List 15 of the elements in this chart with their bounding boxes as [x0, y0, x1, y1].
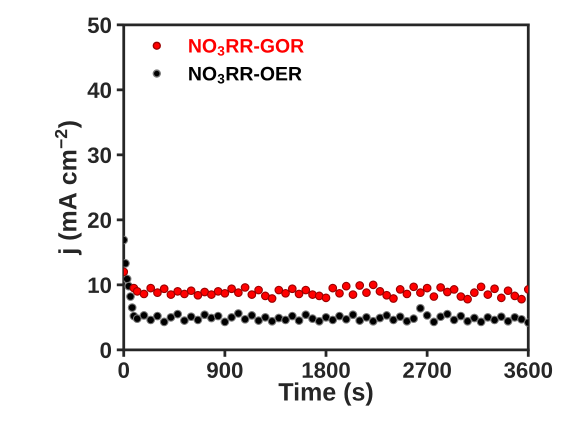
y-tick-label: 40: [88, 82, 112, 98]
x-tick-label: 2700: [403, 362, 451, 378]
x-tick-label: 900: [207, 362, 242, 378]
y-axis-title: j (mA cm$^{−2}$): [54, 121, 82, 256]
legend-label: NO$_{3}$RR-GOR: [189, 38, 304, 56]
x-tick-label: 0: [118, 362, 130, 378]
y-tick-label: 0: [100, 342, 112, 358]
x-tick-label: 3600: [504, 362, 552, 378]
y-tick-label: 10: [88, 277, 112, 294]
x-tick-label: 1800: [302, 362, 350, 378]
y-tick-label: 50: [88, 17, 112, 34]
legend-label: NO$_{3}$RR-OER: [189, 66, 302, 84]
y-tick-label: 30: [88, 147, 112, 164]
y-tick-label: 20: [88, 212, 112, 228]
x-axis-title: Time (s): [278, 382, 372, 406]
